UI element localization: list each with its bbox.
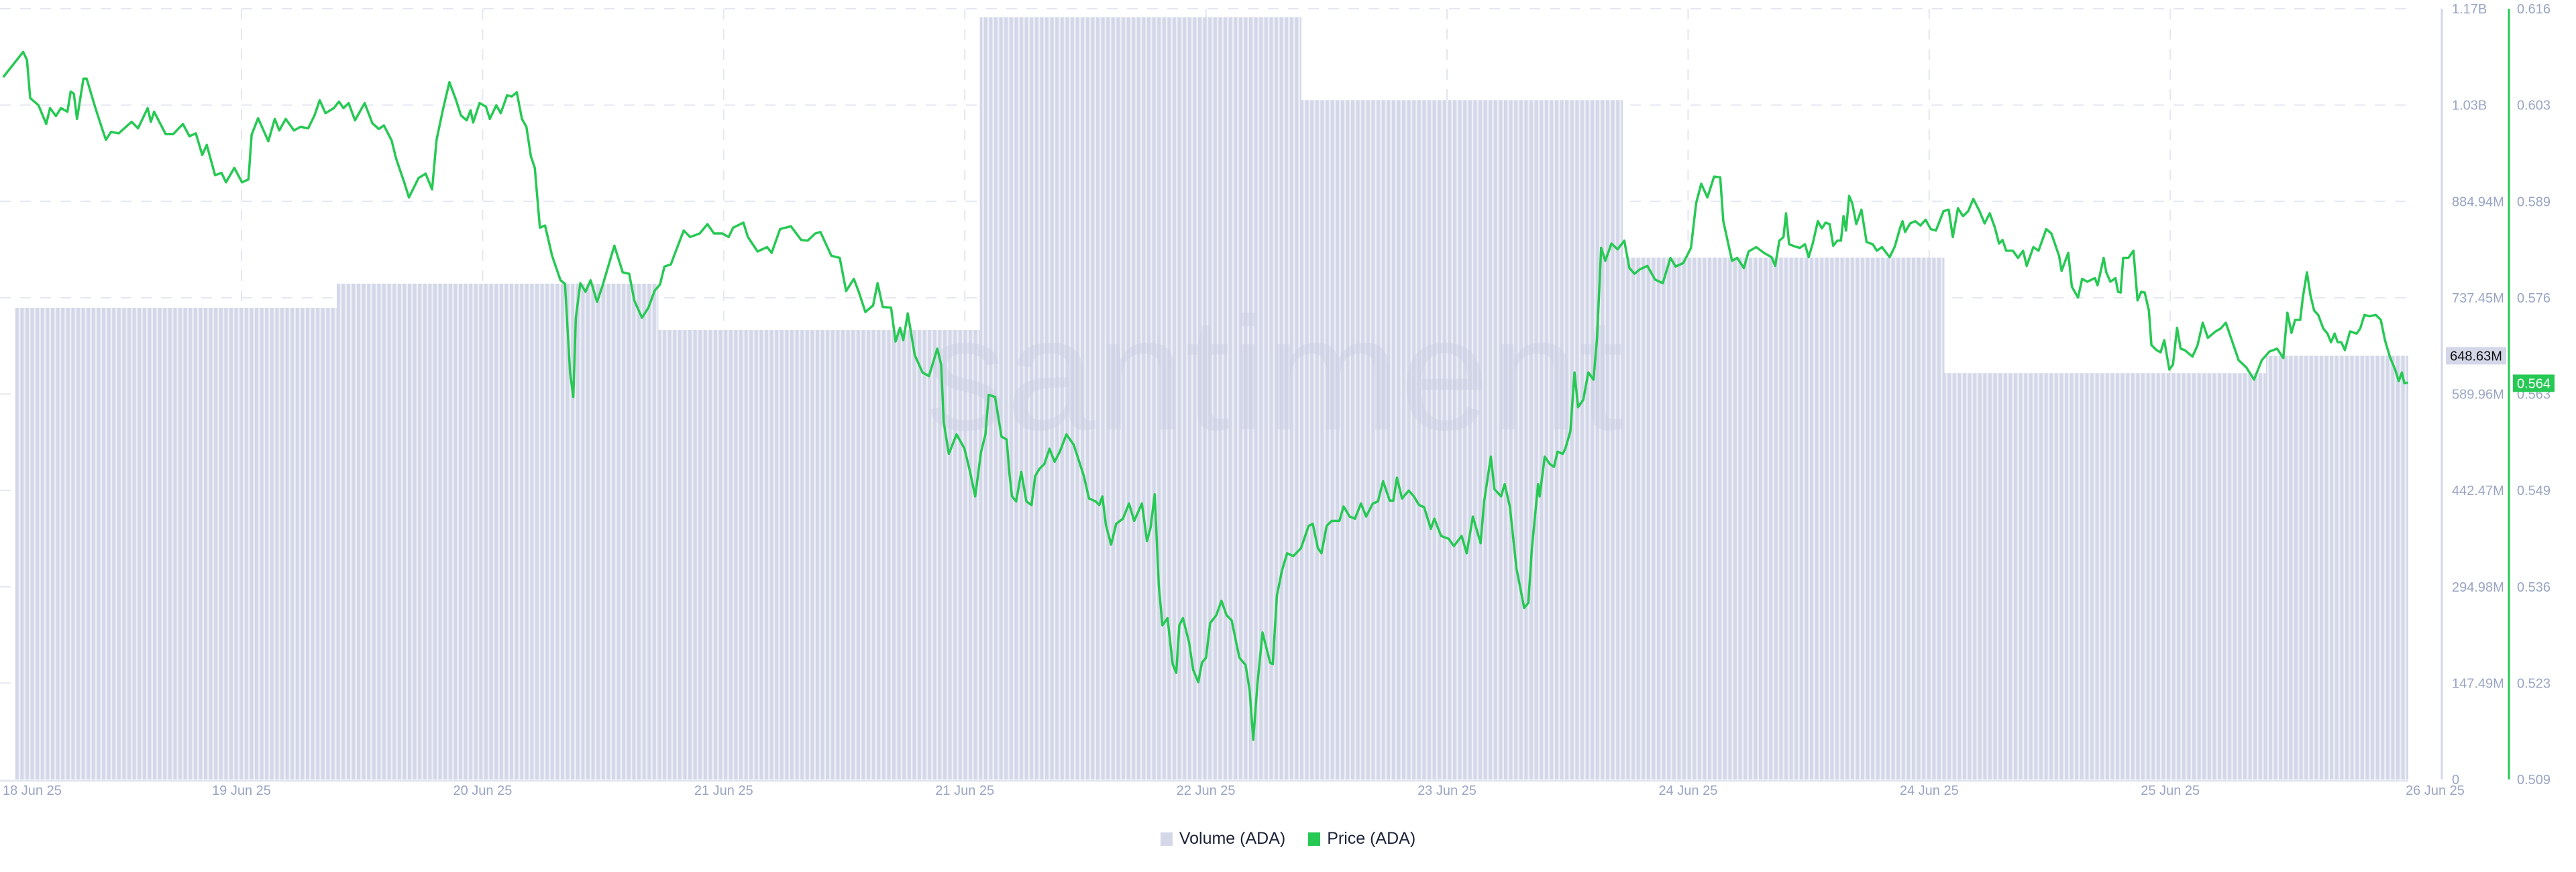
legend: Volume (ADA) Price (ADA) xyxy=(0,829,2576,849)
legend-item-volume[interactable]: Volume (ADA) xyxy=(1160,829,1286,849)
volume-bar xyxy=(1623,257,1945,779)
volume-swatch xyxy=(1160,832,1173,846)
x-tick-label: 24 Jun 25 xyxy=(1658,783,1717,798)
volume-bar xyxy=(1944,373,2266,779)
x-tick-label: 19 Jun 25 xyxy=(212,783,271,798)
volume-tick-label: 884.94M xyxy=(2452,195,2504,209)
x-tick-label: 20 Jun 25 xyxy=(453,783,512,798)
x-tick-label: 23 Jun 25 xyxy=(1417,783,1477,798)
price-series xyxy=(2,50,2408,741)
x-tick-label: 21 Jun 25 xyxy=(694,783,753,798)
volume-tick-label: 147.49M xyxy=(2452,676,2504,691)
volume-bar xyxy=(1301,100,1623,780)
legend-label-price: Price (ADA) xyxy=(1327,829,1416,848)
price-tick-label: 0.589 xyxy=(2517,195,2551,209)
volume-bar xyxy=(337,283,659,779)
price-tick-label: 0.576 xyxy=(2517,291,2551,306)
price-tick-label: 0.616 xyxy=(2517,2,2551,17)
volume-bar xyxy=(979,17,1301,780)
volume-bar xyxy=(2265,356,2408,779)
volume-tick-label: 589.96M xyxy=(2452,388,2504,402)
current-volume-label: 648.63M xyxy=(2450,349,2502,364)
volume-tick-label: 1.03B xyxy=(2452,99,2487,113)
volume-bar xyxy=(15,307,337,779)
price-line xyxy=(2,50,2408,741)
price-tick-label: 0.549 xyxy=(2517,484,2551,498)
volume-bars xyxy=(15,17,2408,780)
legend-label-volume: Volume (ADA) xyxy=(1179,829,1286,848)
volume-tick-label: 737.45M xyxy=(2452,291,2504,306)
price-tick-label: 0.536 xyxy=(2517,580,2551,595)
x-tick-label: 21 Jun 25 xyxy=(935,783,994,798)
x-tick-label: 18 Jun 25 xyxy=(3,783,62,798)
legend-item-price[interactable]: Price (ADA) xyxy=(1308,829,1415,849)
volume-tick-label: 1.17B xyxy=(2452,2,2487,17)
volume-bar xyxy=(658,330,980,779)
santiment-watermark: santiment xyxy=(926,284,1624,464)
axes: 1.17B 0.616 1.03B 0.603 884.94M 0.589 737.45M 0… xyxy=(0,2,2555,798)
current-volume-badge xyxy=(2446,347,2506,365)
volume-tick-label: 442.47M xyxy=(2452,484,2504,498)
volume-tick-label: 0 xyxy=(2452,773,2459,787)
volume-tick-label: 294.98M xyxy=(2452,580,2504,595)
x-tick-label: 24 Jun 25 xyxy=(1900,783,1959,798)
price-tick-label: 0.509 xyxy=(2517,773,2551,787)
x-tick-label: 25 Jun 25 xyxy=(2141,783,2200,798)
price-tick-label: 0.523 xyxy=(2517,676,2551,691)
x-tick-label: 22 Jun 25 xyxy=(1177,783,1236,798)
price-tick-label: 0.603 xyxy=(2517,99,2551,113)
x-tick-label: 26 Jun 25 xyxy=(2406,783,2465,798)
current-price-badge xyxy=(2513,374,2555,392)
price-swatch xyxy=(1308,832,1321,846)
current-price-label: 0.564 xyxy=(2517,376,2551,391)
